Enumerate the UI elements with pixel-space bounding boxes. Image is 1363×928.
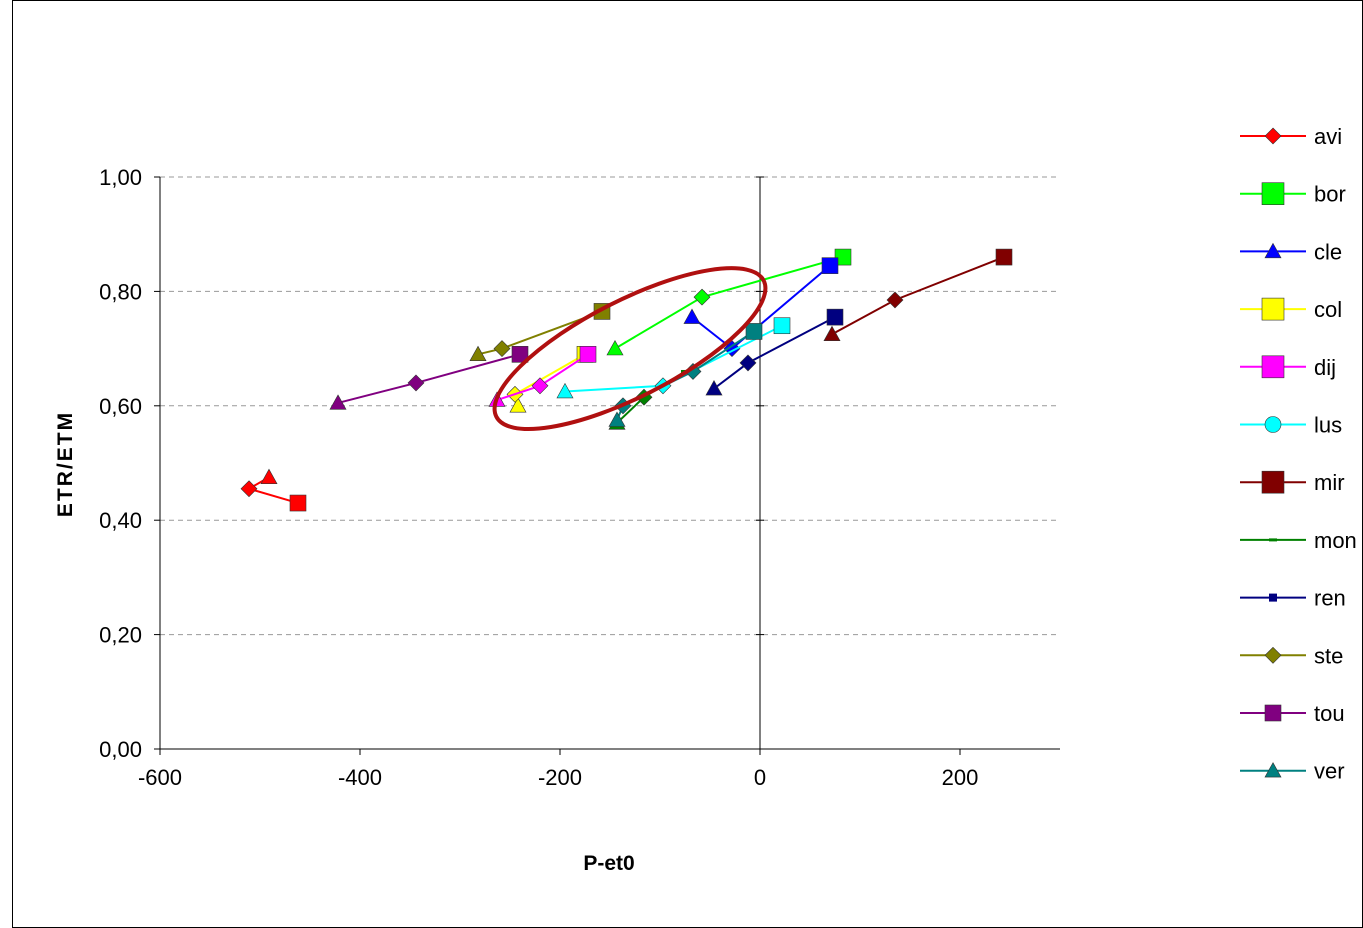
x-tick-label: -600	[138, 765, 182, 790]
data-point-col	[509, 397, 527, 413]
legend-item-cle: cle	[1240, 239, 1342, 264]
legend-marker	[1264, 646, 1282, 664]
legend-marker	[1264, 242, 1282, 259]
legend-item-lus: lus	[1240, 413, 1342, 438]
legend-item-ver: ver	[1240, 759, 1345, 784]
legend-marker	[1261, 297, 1285, 321]
data-point-dij	[531, 377, 549, 395]
data-point-ver	[608, 411, 626, 427]
y-tick-labels: 0,00 0,20 0,40 0,60 0,80 1,00	[99, 165, 142, 762]
data-point-ren	[739, 354, 757, 372]
series-bor	[606, 248, 852, 356]
legend-marker	[1261, 470, 1285, 494]
data-point-avi	[240, 480, 258, 498]
highlight-ellipse-shape	[492, 266, 768, 432]
legend-marker	[1264, 704, 1282, 722]
x-axis-label: P-et0	[583, 852, 634, 875]
data-point-mir	[886, 291, 904, 309]
series-line-mir	[831, 256, 1005, 336]
data-point-bor	[693, 288, 711, 306]
legend-item-bor: bor	[1240, 182, 1346, 207]
data-point-bor	[834, 248, 852, 266]
data-point-ren	[705, 380, 723, 396]
legend: avi bor cle col dij lus mir mon ren ste tou ver	[1240, 124, 1357, 784]
legend-item-mon: mon	[1240, 528, 1357, 553]
legend-label: cle	[1314, 239, 1342, 264]
y-tick-label: 0,80	[99, 279, 142, 304]
data-point-cle	[821, 257, 839, 274]
data-point-mir	[995, 248, 1013, 266]
legend-label: bor	[1314, 182, 1346, 207]
legend-marker	[1264, 762, 1282, 778]
x-tick-label: 0	[754, 765, 766, 790]
data-point-lus	[773, 317, 791, 335]
legend-item-ren: ren	[1240, 586, 1346, 611]
axes	[154, 176, 1060, 755]
legend-item-ste: ste	[1240, 643, 1343, 668]
series-line-ver	[616, 330, 755, 421]
legend-marker	[1264, 127, 1282, 145]
data-point-avi	[289, 494, 307, 512]
legend-marker	[1269, 593, 1277, 602]
legend-marker	[1261, 182, 1285, 205]
data-point-ren	[826, 308, 844, 326]
series-line-bor	[614, 256, 844, 350]
x-tick-label: -200	[538, 765, 582, 790]
legend-label: dij	[1314, 355, 1336, 380]
legend-label: ste	[1314, 643, 1343, 668]
legend-marker	[1269, 538, 1277, 542]
data-point-tou	[407, 374, 425, 392]
legend-label: mon	[1314, 528, 1357, 553]
data-point-bor	[606, 339, 624, 356]
legend-item-avi: avi	[1240, 124, 1342, 149]
series-ren	[705, 308, 844, 396]
legend-marker	[1261, 355, 1285, 379]
data-point-mir	[823, 325, 841, 342]
series-tou	[329, 346, 529, 410]
legend-item-mir: mir	[1240, 470, 1345, 495]
legend-label: ren	[1314, 586, 1346, 611]
data-point-cle	[683, 308, 701, 324]
data-point-dij	[579, 346, 597, 363]
data-point-ste	[493, 340, 511, 358]
data-point-ver	[745, 323, 763, 340]
data-point-lus	[556, 382, 574, 399]
y-axis-label: ETR/ETM	[54, 411, 77, 517]
highlight-ellipse	[492, 266, 768, 432]
grid-lines	[160, 176, 1060, 636]
legend-marker	[1264, 416, 1282, 433]
data-point-ste	[469, 345, 487, 362]
series-dij	[488, 346, 597, 407]
series-avi	[240, 468, 307, 512]
chart-frame	[12, 0, 1363, 928]
legend-label: lus	[1314, 413, 1342, 438]
y-tick-label: 0,20	[99, 623, 142, 648]
series-cle	[683, 257, 839, 358]
series-mir	[823, 248, 1013, 342]
legend-item-dij: dij	[1240, 355, 1336, 380]
legend-label: col	[1314, 297, 1342, 322]
legend-label: ver	[1314, 759, 1345, 784]
data-point-tou	[511, 346, 529, 363]
legend-item-tou: tou	[1240, 701, 1345, 726]
data-point-tou	[329, 394, 347, 410]
y-tick-label: 0,00	[99, 737, 142, 762]
y-tick-label: 0,60	[99, 394, 142, 419]
y-tick-label: 0,40	[99, 508, 142, 533]
x-tick-label: 200	[942, 765, 979, 790]
legend-label: mir	[1314, 470, 1345, 495]
y-tick-label: 1,00	[99, 165, 142, 190]
x-tick-labels: -600 -400 -200 0 200	[138, 765, 978, 790]
x-tick-label: -400	[338, 765, 382, 790]
data-point-avi	[260, 468, 278, 485]
data-series	[240, 248, 1013, 512]
legend-label: avi	[1314, 124, 1342, 149]
series-line-tou	[337, 353, 521, 404]
legend-item-col: col	[1240, 297, 1342, 322]
legend-label: tou	[1314, 701, 1345, 726]
